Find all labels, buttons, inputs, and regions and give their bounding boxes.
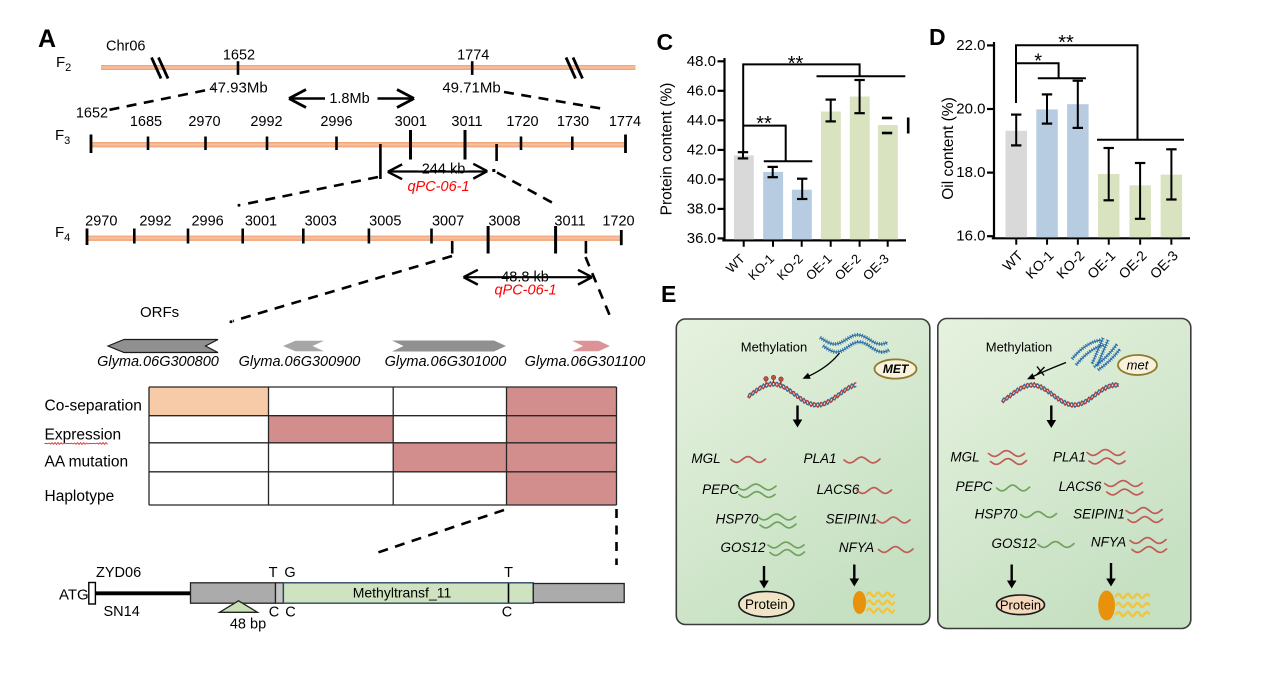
svg-text:NFYA: NFYA (839, 540, 874, 555)
svg-text:T: T (269, 565, 278, 581)
svg-text:1652: 1652 (76, 106, 108, 122)
svg-text:1730: 1730 (557, 114, 589, 130)
svg-text:3003: 3003 (305, 214, 337, 230)
svg-text:G: G (284, 565, 295, 581)
svg-text:Protein: Protein (1000, 597, 1041, 612)
svg-text:ORFs: ORFs (140, 304, 179, 321)
svg-text:SEIPIN1: SEIPIN1 (826, 512, 878, 527)
svg-text:C: C (269, 605, 279, 621)
svg-text:SEIPIN1: SEIPIN1 (1073, 507, 1125, 522)
svg-text:met: met (1127, 358, 1150, 373)
svg-text:Haplotype: Haplotype (45, 488, 115, 505)
svg-text:49.71Mb: 49.71Mb (442, 80, 500, 97)
svg-text:36.0: 36.0 (687, 230, 716, 247)
svg-text:E: E (661, 281, 676, 307)
svg-text:3011: 3011 (451, 114, 482, 130)
svg-text:Chr06: Chr06 (106, 39, 146, 55)
svg-text:1.8Mb: 1.8Mb (329, 91, 369, 107)
svg-text:PEPC: PEPC (956, 479, 993, 494)
svg-text:Methylation: Methylation (741, 340, 807, 355)
svg-text:LACS6: LACS6 (1059, 479, 1102, 494)
svg-text:1774: 1774 (609, 114, 641, 130)
svg-text:HSP70: HSP70 (975, 507, 1018, 522)
svg-text:16.0: 16.0 (956, 228, 985, 245)
svg-text:2996: 2996 (320, 114, 352, 130)
svg-text:AA mutation: AA mutation (45, 454, 129, 471)
svg-text:2970: 2970 (85, 214, 117, 230)
svg-text:46.0: 46.0 (687, 82, 716, 99)
svg-text:1720: 1720 (506, 114, 538, 130)
svg-text:2992: 2992 (139, 214, 171, 230)
svg-text:Glyma.06G300900: Glyma.06G300900 (239, 354, 361, 370)
svg-text:Glyma.06G301100: Glyma.06G301100 (525, 354, 646, 370)
svg-text:1774: 1774 (457, 48, 489, 64)
svg-text:ATG: ATG (59, 587, 89, 604)
svg-text:D: D (929, 24, 946, 50)
svg-text:47.93Mb: 47.93Mb (209, 80, 267, 97)
svg-text:Oil content (%): Oil content (%) (940, 97, 957, 200)
svg-text:PLA1: PLA1 (1053, 450, 1086, 465)
svg-text:**: ** (1058, 32, 1074, 54)
svg-text:3001: 3001 (395, 114, 427, 130)
svg-text:qPC-06-1: qPC-06-1 (407, 179, 469, 195)
svg-text:qPC-06-1: qPC-06-1 (494, 283, 556, 299)
svg-text:HSP70: HSP70 (716, 512, 759, 527)
svg-text:Methylation: Methylation (986, 340, 1052, 355)
svg-text:Co-separation: Co-separation (45, 398, 142, 415)
svg-text:3005: 3005 (369, 214, 401, 230)
svg-text:1652: 1652 (223, 48, 255, 64)
svg-text:Protein: Protein (745, 597, 788, 612)
svg-text:1685: 1685 (130, 114, 162, 130)
svg-text:Glyma.06G300800: Glyma.06G300800 (97, 354, 219, 370)
svg-text:244 kb: 244 kb (422, 162, 466, 178)
svg-text:*: * (1034, 50, 1042, 72)
svg-text:**: ** (788, 53, 804, 75)
svg-text:18.0: 18.0 (956, 164, 985, 181)
svg-text:3011: 3011 (554, 214, 585, 230)
svg-text:Protein content (%): Protein content (%) (659, 83, 676, 216)
svg-text:C: C (502, 605, 512, 621)
svg-text:MET: MET (883, 362, 910, 376)
svg-text:20.0: 20.0 (956, 101, 985, 118)
svg-text:LACS6: LACS6 (817, 482, 860, 497)
svg-text:42.0: 42.0 (687, 141, 716, 158)
svg-text:Glyma.06G301000: Glyma.06G301000 (385, 354, 507, 370)
svg-text:**: ** (756, 113, 772, 135)
svg-text:SN14: SN14 (104, 604, 140, 620)
svg-text:44.0: 44.0 (687, 112, 716, 129)
svg-text:2992: 2992 (250, 114, 282, 130)
svg-text:38.0: 38.0 (687, 200, 716, 217)
svg-text:PEPC: PEPC (702, 482, 739, 497)
svg-text:PLA1: PLA1 (803, 451, 836, 466)
svg-text:3008: 3008 (488, 214, 520, 230)
svg-text:3007: 3007 (432, 214, 464, 230)
svg-text:NFYA: NFYA (1091, 535, 1126, 550)
svg-text:Expression: Expression (45, 427, 122, 444)
svg-text:MGL: MGL (950, 450, 979, 465)
svg-text:48 bp: 48 bp (230, 617, 266, 633)
svg-text:A: A (38, 25, 56, 53)
svg-text:2970: 2970 (188, 114, 220, 130)
svg-text:GOS12: GOS12 (720, 540, 766, 555)
svg-text:1720: 1720 (602, 214, 634, 230)
svg-text:C: C (285, 605, 295, 621)
svg-text:Methyltransf_11: Methyltransf_11 (353, 585, 452, 601)
svg-text:T: T (504, 565, 513, 581)
svg-text:2996: 2996 (191, 214, 223, 230)
svg-text:48.0: 48.0 (687, 53, 716, 70)
svg-text:3001: 3001 (245, 214, 277, 230)
svg-text:48.8 kb: 48.8 kb (501, 269, 549, 285)
svg-text:MGL: MGL (691, 451, 720, 466)
svg-text:GOS12: GOS12 (991, 536, 1037, 551)
svg-text:ZYD06: ZYD06 (96, 565, 141, 581)
svg-text:C: C (657, 29, 674, 55)
svg-text:40.0: 40.0 (687, 171, 716, 188)
svg-text:22.0: 22.0 (956, 37, 985, 54)
